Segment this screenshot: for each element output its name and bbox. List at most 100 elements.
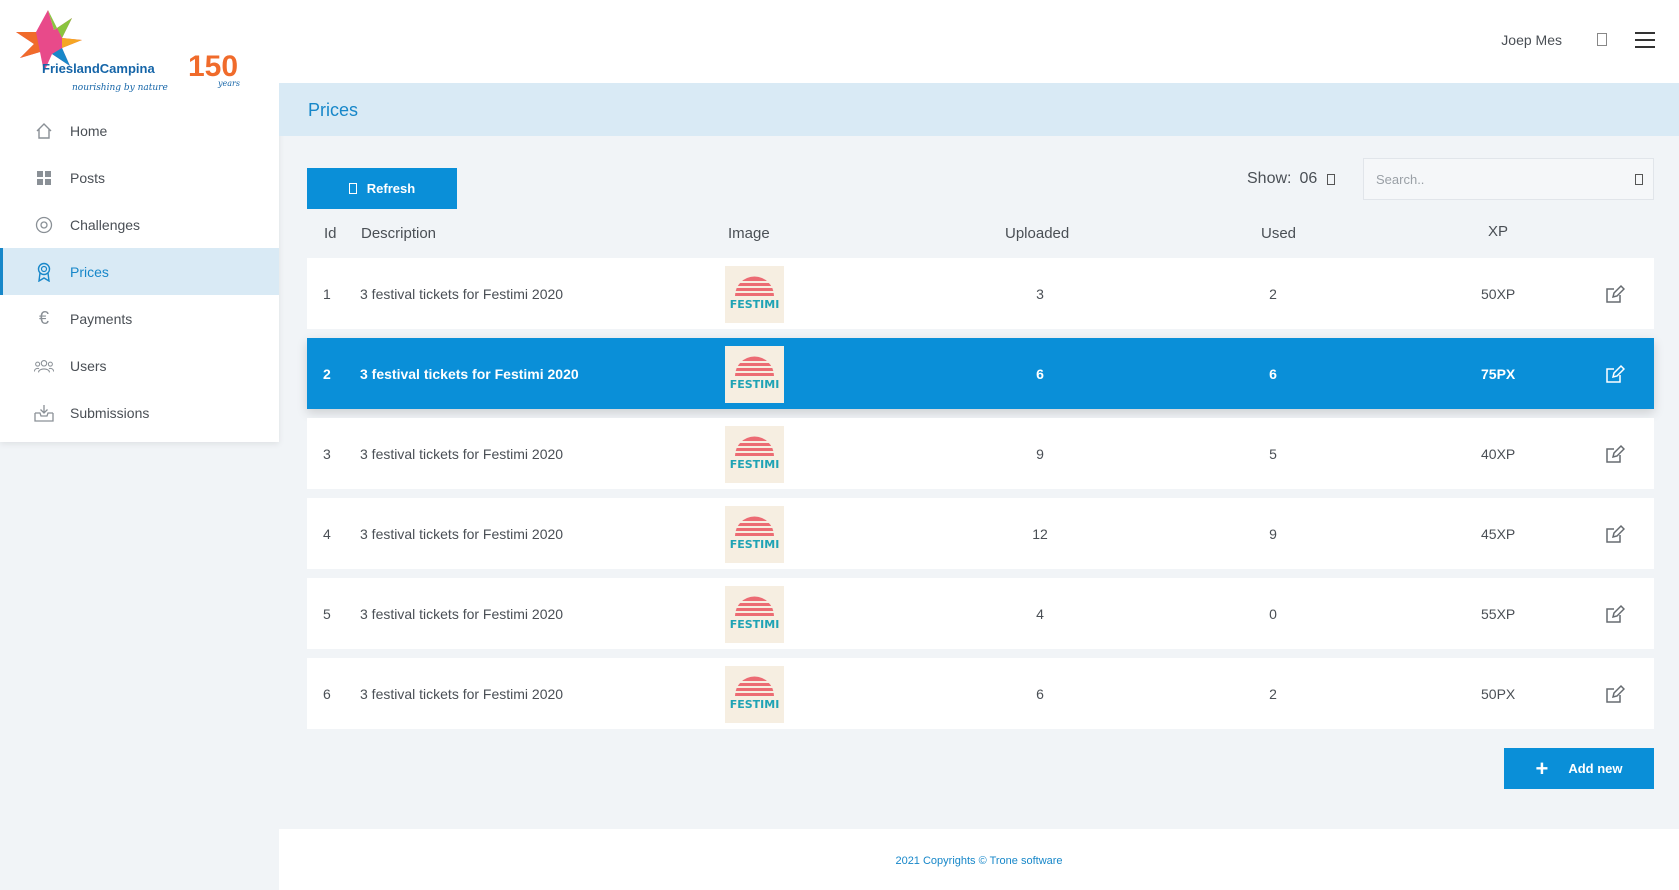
table-row[interactable]: 2 3 festival tickets for Festimi 2020 FEST… (307, 338, 1654, 409)
svg-text:nourishing by nature: nourishing by nature (72, 83, 168, 93)
svg-text:FESTIMI: FESTIMI (730, 618, 780, 631)
sidebar-item-submissions[interactable]: Submissions (0, 389, 279, 436)
add-new-button[interactable]: + Add new (1504, 748, 1654, 789)
column-header-image[interactable]: Image (728, 225, 770, 242)
row-xp: 40XP (1481, 445, 1516, 462)
svg-text:years: years (217, 79, 240, 88)
search-box (1363, 158, 1654, 200)
row-image: FESTIMI (725, 266, 784, 323)
refresh-button-label: Refresh (366, 181, 416, 196)
sidebar-item-label: Home (70, 122, 108, 139)
svg-text:FESTIMI: FESTIMI (730, 538, 780, 551)
column-header-description[interactable]: Description (361, 225, 437, 242)
row-id: 6 (323, 685, 331, 702)
edit-icon[interactable] (1605, 418, 1625, 489)
add-new-label: Add new (1568, 761, 1623, 776)
row-xp: 75PX (1481, 365, 1516, 382)
page-title: Prices (308, 100, 359, 120)
row-image: FESTIMI (725, 586, 784, 643)
search-icon[interactable] (1635, 174, 1643, 185)
home-icon (34, 121, 54, 141)
row-description: 3 festival tickets for Festimi 2020 (360, 685, 564, 702)
row-uploaded: 3 (1036, 285, 1044, 302)
sidebar-item-users[interactable]: Users (0, 342, 279, 389)
table-row[interactable]: 4 3 festival tickets for Festimi 2020 FEST… (307, 498, 1654, 569)
top-bar: Joep Mes (279, 0, 1679, 83)
user-name[interactable]: Joep Mes (1501, 32, 1562, 48)
frieslandcampina-logo[interactable]: FrieslandCampina nourishing by nature 15… (10, 6, 260, 98)
refresh-button[interactable]: Refresh (307, 168, 457, 209)
row-xp: 55XP (1481, 605, 1516, 622)
row-xp: 50XP (1481, 285, 1516, 302)
row-image: FESTIMI (725, 506, 784, 563)
target-icon (34, 215, 54, 235)
edit-icon[interactable] (1605, 578, 1625, 649)
column-header-id[interactable]: Id (324, 225, 337, 242)
edit-icon[interactable] (1605, 498, 1625, 569)
sidebar-item-prices[interactable]: Prices (0, 248, 279, 295)
award-icon (34, 262, 54, 282)
inbox-icon (34, 403, 54, 423)
row-description: 3 festival tickets for Festimi 2020 (360, 525, 564, 542)
row-image: FESTIMI (725, 426, 784, 483)
hamburger-menu-icon[interactable] (1635, 32, 1655, 48)
row-uploaded: 9 (1036, 445, 1044, 462)
row-id: 1 (323, 285, 331, 302)
row-xp: 45XP (1481, 525, 1516, 542)
column-header-used[interactable]: Used (1261, 225, 1297, 242)
row-used: 6 (1269, 365, 1277, 382)
row-id: 4 (323, 525, 331, 542)
show-label: Show: (1247, 170, 1292, 187)
grid-icon (34, 168, 54, 188)
row-used: 2 (1269, 285, 1277, 302)
edit-icon[interactable] (1605, 658, 1625, 729)
chevron-down-icon[interactable] (1327, 173, 1336, 185)
column-header-uploaded[interactable]: Uploaded (1005, 225, 1070, 242)
festimi-thumbnail: FESTIMI (725, 586, 784, 643)
festimi-thumbnail: FESTIMI (725, 266, 784, 323)
plus-icon: + (1535, 755, 1549, 781)
table-row[interactable]: 6 3 festival tickets for Festimi 2020 FEST… (307, 658, 1654, 729)
sidebar-item-label: Users (70, 357, 107, 374)
row-used: 2 (1269, 685, 1277, 702)
footer: 2021 Copyrights © Trone software (279, 829, 1679, 890)
festimi-thumbnail: FESTIMI (725, 506, 784, 563)
show-value: 06 (1299, 170, 1318, 187)
user-menu-icon[interactable] (1597, 33, 1607, 46)
sidebar-item-label: Prices (70, 263, 109, 280)
svg-text:FESTIMI: FESTIMI (730, 458, 780, 471)
edit-icon[interactable] (1605, 258, 1625, 329)
column-header-xp[interactable]: XP (1488, 223, 1509, 240)
row-xp: 50PX (1481, 685, 1516, 702)
row-uploaded: 4 (1036, 605, 1044, 622)
sidebar-item-challenges[interactable]: Challenges (0, 201, 279, 248)
row-used: 0 (1269, 605, 1277, 622)
table-row[interactable]: 3 3 festival tickets for Festimi 2020 FEST… (307, 418, 1654, 489)
sidebar-item-posts[interactable]: Posts (0, 154, 279, 201)
svg-text:FESTIMI: FESTIMI (730, 378, 780, 391)
row-image: FESTIMI (725, 346, 784, 403)
row-uploaded: 6 (1036, 365, 1044, 382)
row-id: 5 (323, 605, 331, 622)
festimi-thumbnail: FESTIMI (725, 666, 784, 723)
festimi-thumbnail: FESTIMI (725, 346, 784, 403)
sidebar-item-label: Challenges (70, 216, 141, 233)
row-description: 3 festival tickets for Festimi 2020 (360, 605, 564, 622)
sidebar-item-label: Submissions (70, 404, 150, 421)
users-icon (34, 356, 54, 376)
sidebar-item-home[interactable]: Home (0, 107, 279, 154)
table-row[interactable]: 5 3 festival tickets for Festimi 2020 FEST… (307, 578, 1654, 649)
table-row[interactable]: 1 3 festival tickets for Festimi 2020 FEST… (307, 258, 1654, 329)
show-count-selector[interactable]: Show: 06 (1247, 170, 1336, 188)
row-image: FESTIMI (725, 666, 784, 723)
edit-icon[interactable] (1605, 338, 1625, 409)
row-used: 5 (1269, 445, 1277, 462)
search-input[interactable] (1364, 159, 1653, 199)
sidebar-item-payments[interactable]: € Payments (0, 295, 279, 342)
svg-text:150: 150 (188, 50, 238, 83)
table-header: Id Description Image Uploaded Used XP (307, 223, 1654, 245)
row-description: 3 festival tickets for Festimi 2020 (360, 365, 579, 382)
sidebar-item-label: Payments (70, 310, 133, 327)
festimi-thumbnail: FESTIMI (725, 426, 784, 483)
row-description: 3 festival tickets for Festimi 2020 (360, 445, 564, 462)
